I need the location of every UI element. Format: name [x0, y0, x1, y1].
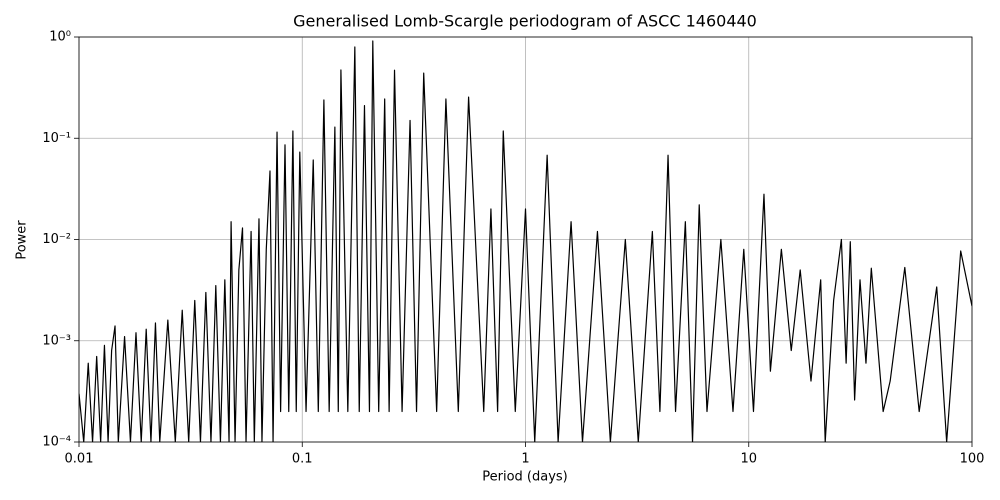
power-line [79, 40, 972, 442]
x-tick-label: 100 [960, 452, 985, 467]
x-tick-label: 0.01 [65, 452, 94, 467]
x-tick-label: 1 [521, 452, 529, 467]
x-axis-label: Period (days) [482, 470, 568, 485]
x-tick-label: 10 [740, 452, 757, 467]
chart-title: Generalised Lomb-Scargle periodogram of … [293, 12, 757, 31]
y-tick-label: 10⁻⁴ [42, 435, 71, 450]
y-tick-label: 10⁰ [49, 30, 71, 45]
plot-frame [78, 36, 973, 443]
y-axis-label: Power [15, 220, 30, 260]
y-tick-label: 10⁻² [42, 232, 71, 247]
x-tick-label: 0.1 [292, 452, 313, 467]
y-tick-label: 10⁻³ [42, 333, 71, 348]
y-tick-label: 10⁻¹ [42, 131, 71, 146]
